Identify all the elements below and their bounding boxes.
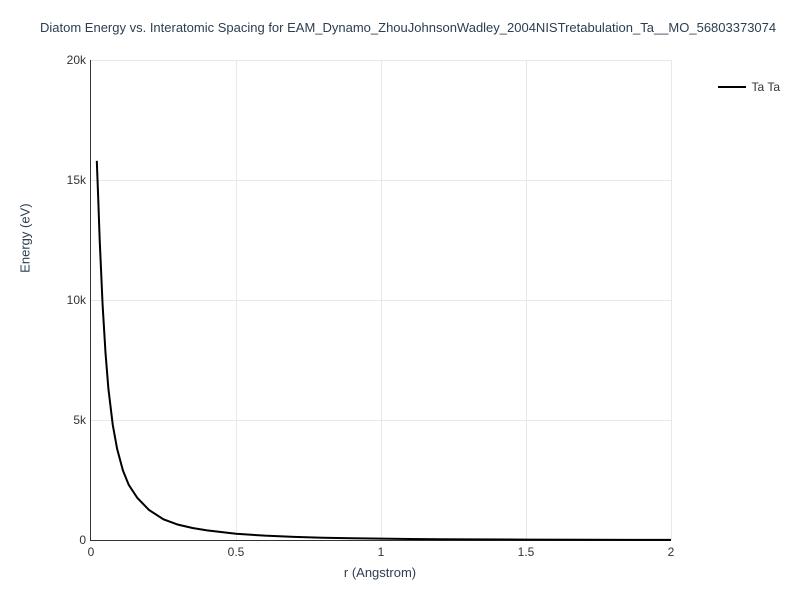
xtick-label: 1.5 [506,545,546,559]
chart-title: Diatom Energy vs. Interatomic Spacing fo… [40,20,790,35]
ytick-label: 10k [46,293,86,307]
xtick-label: 0.5 [216,545,256,559]
xtick-label: 2 [651,545,691,559]
line-series [91,60,671,540]
legend-line-icon [718,86,746,88]
ytick-label: 5k [46,413,86,427]
ytick-label: 20k [46,53,86,67]
x-axis-label: r (Angstrom) [90,565,670,580]
y-axis-label: Energy (eV) [18,203,33,272]
gridline-v [671,60,672,540]
xtick-label: 1 [361,545,401,559]
plot-area: 20k 15k 10k 5k 0 0 0.5 1 1.5 2 [90,60,671,541]
legend: Ta Ta [718,80,780,94]
ytick-label: 15k [46,173,86,187]
xtick-label: 0 [71,545,111,559]
legend-label: Ta Ta [752,80,780,94]
